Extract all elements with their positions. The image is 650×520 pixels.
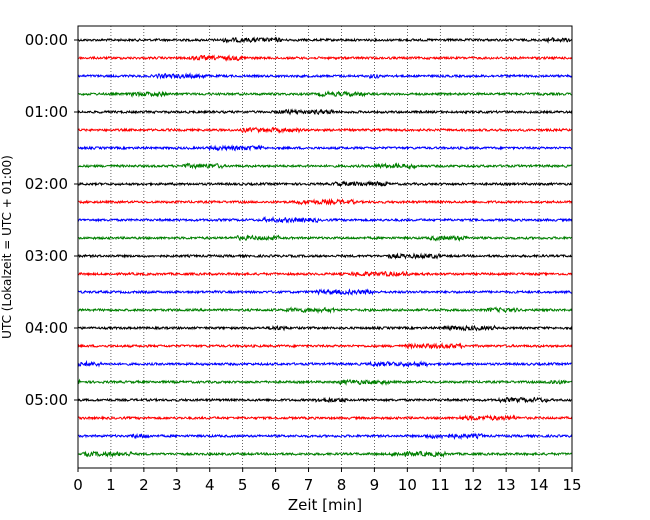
x-axis-label: Zeit [min]: [288, 496, 362, 514]
seismic-trace: [77, 252, 573, 260]
x-tick-label: 11: [431, 476, 450, 494]
seismic-trace: [77, 234, 573, 243]
x-tick-label: 8: [337, 476, 347, 494]
y-axis-label: UTC (Lokalzeit = UTC + 01:00): [0, 155, 14, 339]
seismic-trace: [77, 306, 573, 314]
seismic-trace: [77, 414, 573, 422]
seismic-trace: [77, 54, 573, 62]
x-tick-label: 14: [530, 476, 549, 494]
seismic-trace: [77, 90, 573, 98]
y-tick-label: 04:00: [25, 319, 68, 337]
seismic-trace: [77, 396, 573, 404]
seismic-trace: [77, 144, 573, 152]
x-axis-ticks: 0 1 2 3 4 5 6 7 8 9 10 11 12 13 14 15: [73, 468, 582, 494]
y-tick-label: 00:00: [25, 31, 68, 49]
x-tick-label: 12: [464, 476, 483, 494]
x-tick-label: 10: [398, 476, 417, 494]
x-tick-label: 6: [271, 476, 281, 494]
y-axis-ticks: 00:00 01:00 02:00 03:00 04:00 05:00: [25, 31, 78, 409]
seismic-trace: [77, 378, 573, 386]
x-tick-label: 13: [497, 476, 516, 494]
seismic-trace: [77, 450, 573, 459]
x-tick-label: 15: [562, 476, 581, 494]
seismic-trace: [77, 342, 573, 350]
x-tick-label: 5: [238, 476, 248, 494]
x-tick-label: 9: [370, 476, 380, 494]
x-tick-label: 0: [73, 476, 83, 494]
seismic-trace: [77, 180, 573, 188]
y-tick-label: 05:00: [25, 391, 68, 409]
seismic-trace: [77, 359, 573, 368]
seismic-trace: [77, 270, 573, 278]
seismic-trace: [77, 197, 573, 206]
seismic-trace: [77, 324, 573, 332]
seismic-trace: [77, 126, 573, 135]
x-tick-label: 4: [205, 476, 215, 494]
x-tick-label: 1: [106, 476, 116, 494]
seismic-trace: [77, 288, 573, 297]
seismic-trace: [77, 108, 573, 116]
seismic-trace: [77, 36, 573, 44]
y-tick-label: 01:00: [25, 103, 68, 121]
seismic-trace: [77, 72, 573, 80]
seismic-traces: [77, 36, 573, 459]
x-tick-label: 2: [139, 476, 149, 494]
x-tick-label: 3: [172, 476, 182, 494]
seismic-trace: [77, 162, 573, 170]
x-tick-label: 7: [304, 476, 314, 494]
y-tick-label: 03:00: [25, 247, 68, 265]
seismic-trace: [77, 215, 573, 224]
seismic-trace: [77, 432, 573, 441]
y-tick-label: 02:00: [25, 175, 68, 193]
plot-frame: [77, 25, 573, 469]
